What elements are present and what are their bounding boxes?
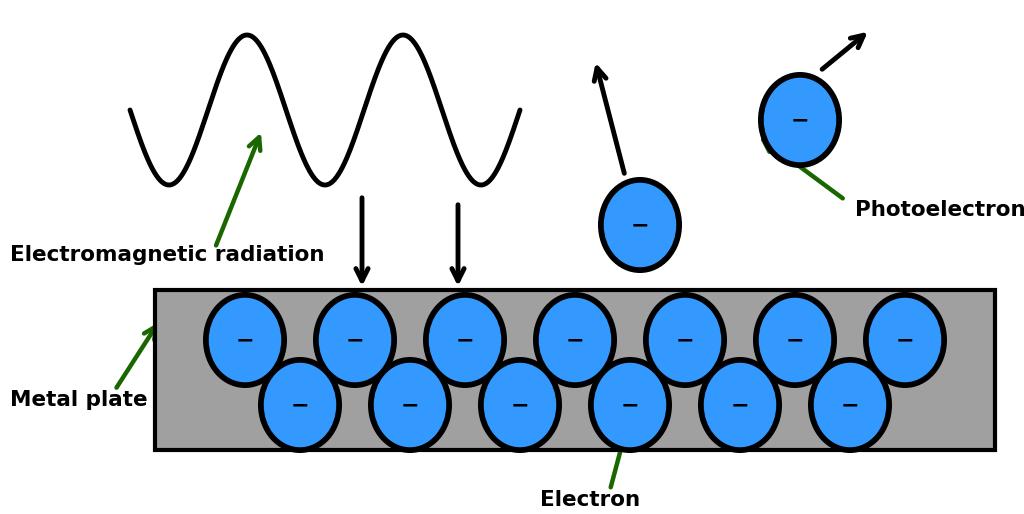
- Ellipse shape: [258, 357, 342, 453]
- Ellipse shape: [537, 296, 613, 384]
- Ellipse shape: [203, 292, 287, 388]
- Ellipse shape: [534, 292, 617, 388]
- Ellipse shape: [867, 296, 943, 384]
- Text: −: −: [456, 330, 474, 350]
- Text: −: −: [631, 215, 649, 235]
- Text: Electron: Electron: [540, 490, 640, 510]
- Ellipse shape: [313, 292, 397, 388]
- Ellipse shape: [482, 361, 558, 449]
- Ellipse shape: [602, 181, 678, 269]
- Text: −: −: [841, 395, 859, 415]
- Ellipse shape: [368, 357, 452, 453]
- Ellipse shape: [753, 292, 837, 388]
- Text: −: −: [565, 330, 585, 350]
- Ellipse shape: [643, 292, 727, 388]
- Ellipse shape: [863, 292, 947, 388]
- Ellipse shape: [758, 72, 842, 168]
- Ellipse shape: [317, 296, 393, 384]
- Text: −: −: [236, 330, 254, 350]
- Text: −: −: [791, 110, 809, 130]
- Ellipse shape: [372, 361, 449, 449]
- Text: −: −: [676, 330, 694, 350]
- Ellipse shape: [702, 361, 778, 449]
- Bar: [155, 290, 995, 450]
- Ellipse shape: [812, 361, 888, 449]
- Ellipse shape: [427, 296, 503, 384]
- Text: −: −: [896, 330, 914, 350]
- Text: −: −: [400, 395, 419, 415]
- Ellipse shape: [647, 296, 723, 384]
- Ellipse shape: [762, 76, 838, 164]
- Ellipse shape: [808, 357, 892, 453]
- Text: −: −: [511, 395, 529, 415]
- Ellipse shape: [757, 296, 833, 384]
- Text: −: −: [291, 395, 309, 415]
- Ellipse shape: [698, 357, 782, 453]
- Text: −: −: [731, 395, 750, 415]
- Ellipse shape: [262, 361, 338, 449]
- Text: −: −: [785, 330, 804, 350]
- Text: Metal plate: Metal plate: [10, 390, 147, 410]
- Ellipse shape: [423, 292, 507, 388]
- Ellipse shape: [478, 357, 562, 453]
- Ellipse shape: [592, 361, 668, 449]
- Text: Electromagnetic radiation: Electromagnetic radiation: [10, 245, 325, 265]
- Text: Photoelectron: Photoelectron: [855, 200, 1024, 220]
- Ellipse shape: [598, 177, 682, 273]
- Ellipse shape: [207, 296, 283, 384]
- Ellipse shape: [588, 357, 672, 453]
- Text: −: −: [621, 395, 639, 415]
- Text: −: −: [346, 330, 365, 350]
